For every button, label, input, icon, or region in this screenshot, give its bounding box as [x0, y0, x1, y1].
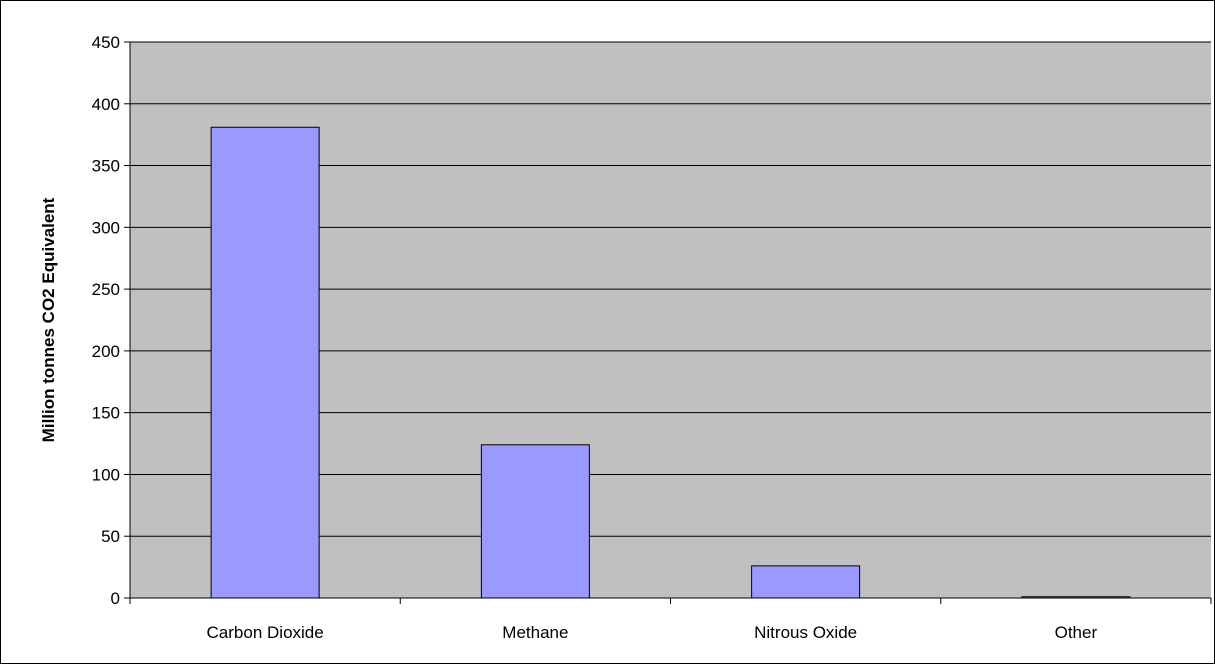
y-tick-label: 450: [92, 33, 120, 52]
x-tick-label: Methane: [502, 623, 568, 642]
y-tick-label: 350: [92, 157, 120, 176]
y-tick-label: 400: [92, 95, 120, 114]
x-tick-label: Carbon Dioxide: [207, 623, 324, 642]
y-tick-labels: 0 50 100 150 200 250 300 350 400 450: [92, 33, 120, 608]
y-tick-label: 250: [92, 280, 120, 299]
y-tick-label: 200: [92, 342, 120, 361]
bar-carbon-dioxide: [211, 127, 319, 598]
bar-nitrous-oxide: [752, 566, 860, 598]
y-tick-label: 300: [92, 218, 120, 237]
y-tick-label: 0: [111, 589, 120, 608]
y-tick-label: 100: [92, 465, 120, 484]
y-tick-label: 150: [92, 404, 120, 423]
x-tick-label: Nitrous Oxide: [754, 623, 857, 642]
y-axis-title: Million tonnes CO2 Equivalent: [39, 197, 58, 442]
bar-methane: [481, 445, 589, 598]
x-tick-label: Other: [1055, 623, 1098, 642]
x-tick-labels: Carbon Dioxide Methane Nitrous Oxide Other: [207, 623, 1098, 642]
y-tick-label: 50: [101, 527, 120, 546]
